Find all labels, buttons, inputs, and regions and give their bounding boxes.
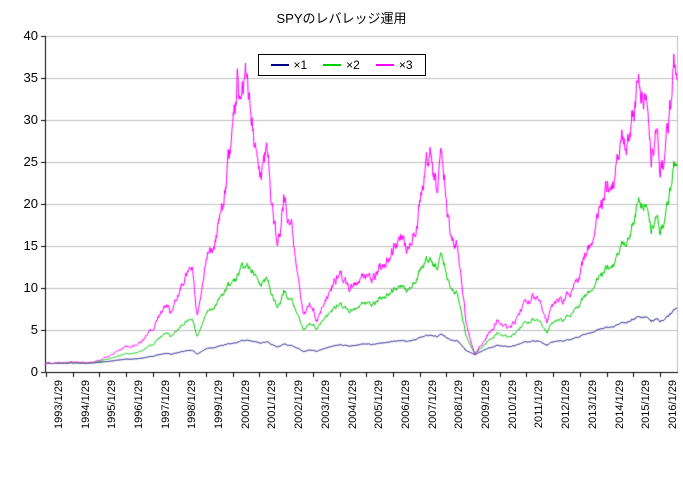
y-axis-label: 35 — [23, 70, 38, 85]
x-axis-label: 1996/1/29 — [132, 380, 145, 429]
legend-label: ×1 — [293, 58, 308, 72]
y-axis-label: 30 — [23, 112, 38, 127]
legend-line-sample-icon — [375, 64, 394, 66]
x-axis-label: 1997/1/29 — [159, 380, 172, 429]
chart-title: SPYのレバレッジ運用 — [276, 11, 407, 26]
x-axis-label: 2013/1/29 — [586, 380, 599, 429]
x-axis-label: 2016/1/29 — [666, 380, 679, 429]
x-axis-label: 2011/1/29 — [533, 380, 546, 429]
x-axis-label: 1994/1/29 — [79, 380, 92, 429]
x-axis-label: 1998/1/29 — [186, 380, 199, 429]
x-axis-label: 2006/1/29 — [399, 380, 412, 429]
x-axis-label: 2005/1/29 — [373, 380, 386, 429]
x-axis-label: 2002/1/29 — [293, 380, 306, 429]
x-axis-label: 1999/1/29 — [213, 380, 226, 429]
legend-line-sample-icon — [270, 64, 289, 66]
x-axis-label: 2009/1/29 — [480, 380, 493, 429]
y-axis-label: 25 — [23, 154, 38, 169]
legend-label: ×2 — [346, 58, 360, 72]
legend: ×1 ×2 ×3 — [257, 54, 426, 76]
legend-item: ×3 — [375, 58, 413, 72]
x-axis-label: 2012/1/29 — [560, 380, 573, 429]
legend-item: ×2 — [323, 58, 360, 72]
y-axis-label: 10 — [23, 280, 38, 295]
x-axis-label: 2004/1/29 — [346, 380, 359, 429]
y-axis-label: 5 — [30, 322, 38, 337]
y-axis-label: 15 — [23, 238, 38, 253]
x-axis-label: 2008/1/29 — [453, 380, 466, 429]
y-axis-label: 20 — [23, 196, 38, 211]
y-axis-label: 40 — [23, 28, 38, 43]
x-axis-label: 2003/1/29 — [319, 380, 332, 429]
x-axis-label: 1993/1/29 — [52, 380, 65, 429]
x-axis-label: 2007/1/29 — [426, 380, 439, 429]
legend-label: ×3 — [398, 58, 413, 72]
legend-line-sample-icon — [323, 64, 342, 66]
y-axis-label: 0 — [30, 364, 38, 379]
x-axis-label: 2015/1/29 — [640, 380, 653, 429]
x-axis-label: 2000/1/29 — [239, 380, 252, 429]
x-axis-label: 2014/1/29 — [613, 380, 626, 429]
x-axis-label: 1995/1/29 — [106, 380, 119, 429]
legend-item: ×1 — [270, 58, 307, 72]
x-axis-label: 2001/1/29 — [266, 380, 279, 429]
x-axis-label: 2010/1/29 — [506, 380, 519, 429]
